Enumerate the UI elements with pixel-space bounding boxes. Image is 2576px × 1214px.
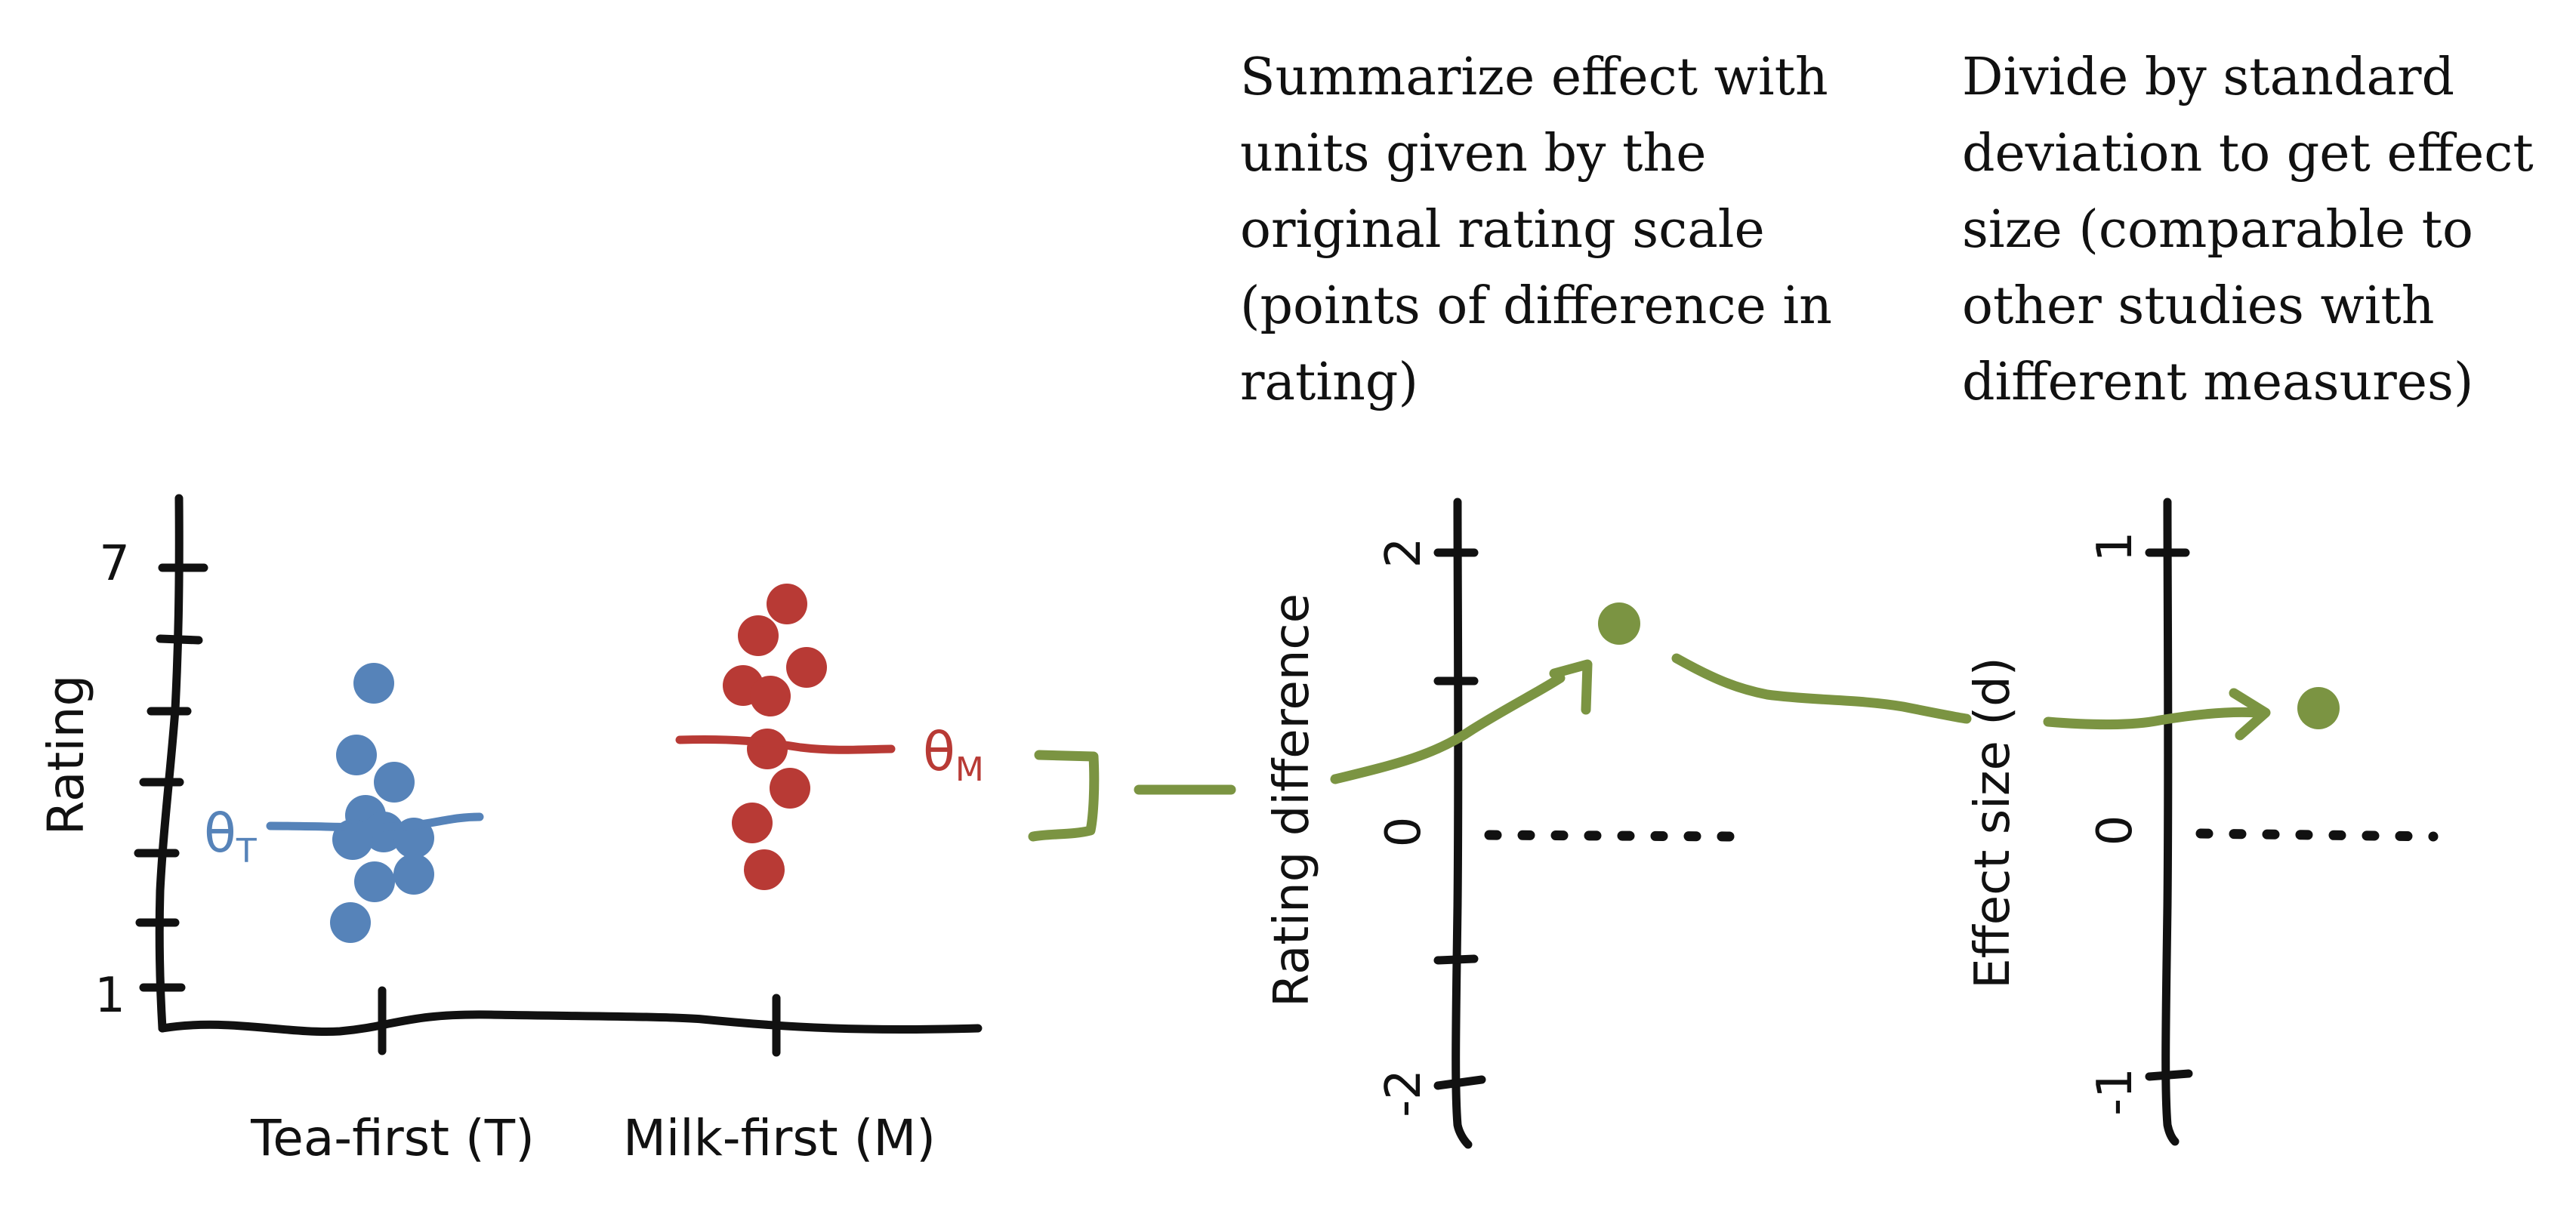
rating-panel: 7 1 Rating θT Tea-first (T) [37, 494, 984, 1167]
effect-size-zero-line [2195, 828, 2439, 842]
difference-bracket [1028, 750, 1236, 842]
tick-0-difference: 0 [1376, 817, 1432, 848]
rating-difference-y-axis [1452, 498, 1473, 1149]
tea-first-mean-line [266, 812, 484, 832]
effect-size-panel: 1 0 -1 Effect size (d) [1965, 498, 2439, 1146]
effect-size-caption: Divide by standard deviation to get effe… [1962, 48, 2534, 412]
tea-first-label: Tea-first (T) [250, 1109, 535, 1167]
theta-m-label: θM [923, 721, 984, 789]
effect-size-axis-label: Effect size (d) [1965, 657, 2021, 989]
standardize-arrow-part1 [1671, 653, 1972, 724]
standardize-arrowhead [2229, 688, 2271, 741]
effect-size-point [2297, 687, 2340, 729]
tick-neg-2: -2 [1376, 1069, 1432, 1117]
rating-y-axis [155, 494, 184, 1033]
tea-first-points [330, 663, 434, 943]
rating-difference-panel: 2 0 -2 Rating difference [1264, 498, 1735, 1149]
theta-t-label: θT [204, 803, 257, 870]
milk-first-label: Milk-first (M) [623, 1109, 936, 1167]
rating-x-ticks [378, 986, 781, 1057]
milk-first-points [723, 584, 827, 890]
rating-x-axis [158, 1010, 983, 1036]
rating-y-ticks [134, 563, 208, 992]
difference-arrowhead [1549, 659, 1593, 715]
tick-1: 1 [94, 968, 125, 1024]
tick-0-effect: 0 [2087, 815, 2143, 846]
difference-arrow [1330, 673, 1566, 784]
tick-1-effect: 1 [2087, 532, 2143, 562]
tick-2: 2 [1376, 538, 1432, 568]
effect-size-y-axis [2161, 498, 2180, 1146]
tick-neg-1: -1 [2087, 1068, 2143, 1116]
rating-axis-label: Rating [37, 675, 95, 836]
rating-difference-point [1598, 602, 1640, 645]
rating-difference-ticks [1433, 548, 1486, 1090]
raw-units-caption: Summarize effect with units given by the… [1240, 48, 1832, 412]
rating-difference-zero-line [1484, 830, 1735, 842]
milk-first-mean-line [675, 735, 896, 754]
standardize-arrow-part2 [2043, 707, 2263, 729]
effect-size-ticks [2145, 548, 2193, 1081]
rating-difference-axis-label: Rating difference [1264, 593, 1320, 1007]
tick-7: 7 [99, 536, 130, 592]
